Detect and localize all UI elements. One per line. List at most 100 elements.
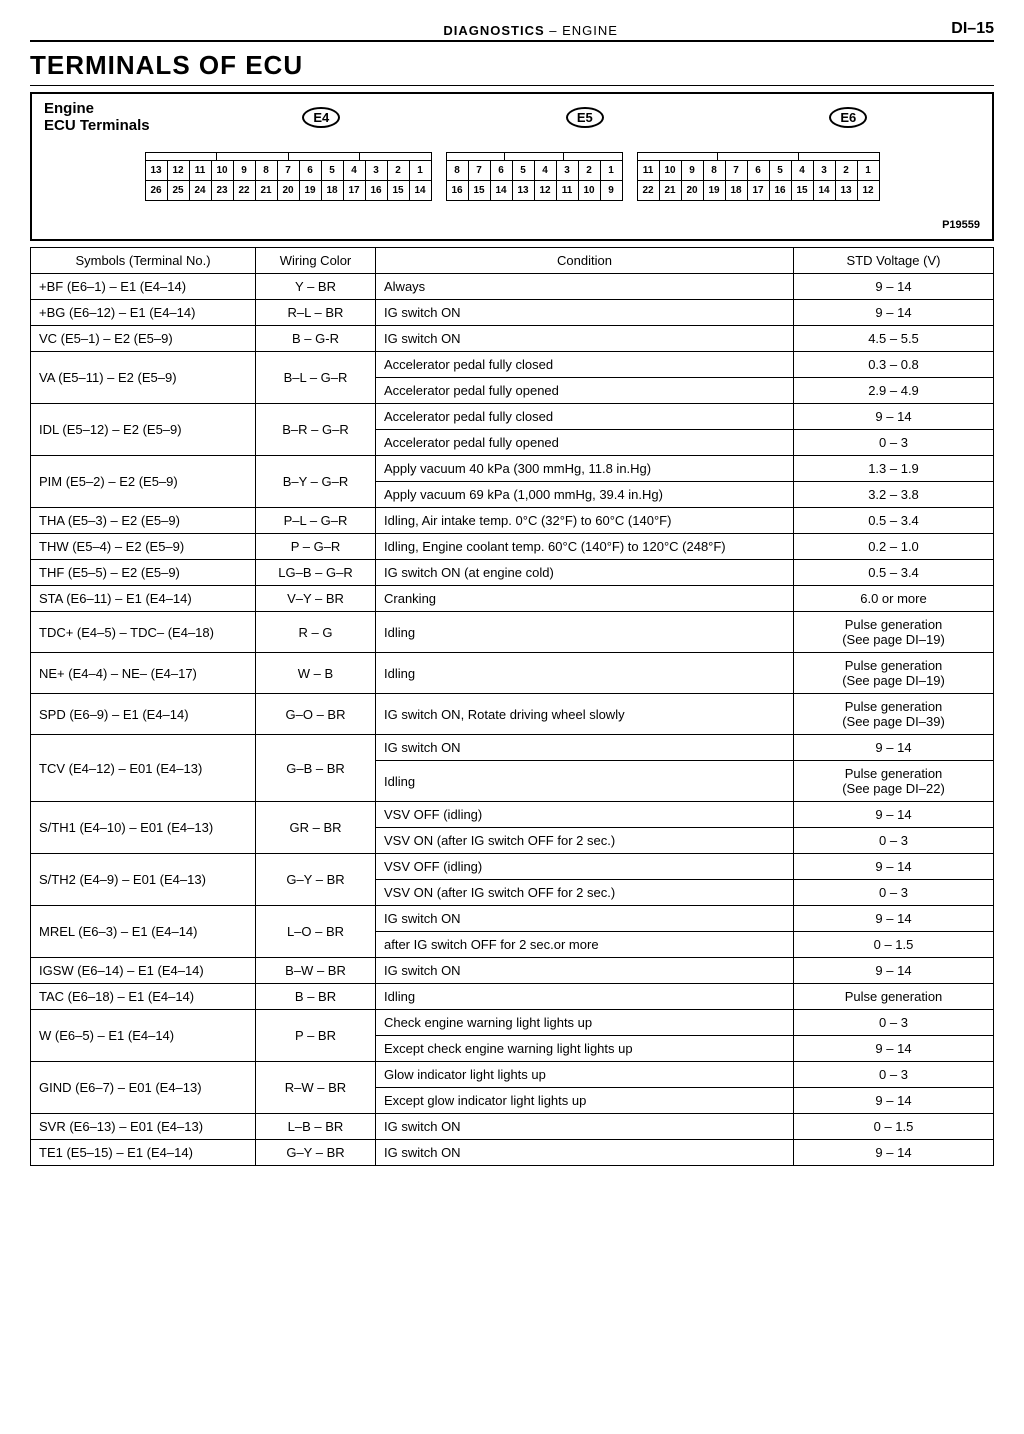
pin-cell: 13 [145, 161, 167, 181]
cell-voltage: 2.9 – 4.9 [794, 378, 994, 404]
cell-wiring: B–Y – G–R [256, 456, 376, 508]
pin-cell: 2 [578, 161, 600, 181]
pin-cell: 14 [490, 181, 512, 201]
diagram-footer: P19559 [44, 219, 980, 231]
pin-cell: 22 [233, 181, 255, 201]
cell-wiring: P – G–R [256, 534, 376, 560]
connector-e6: 11109876543212221201918171615141312 [637, 152, 880, 201]
th-condition: Condition [376, 248, 794, 274]
pin-cell: 17 [747, 181, 769, 201]
cell-condition: IG switch ON [376, 735, 794, 761]
cell-wiring: L–B – BR [256, 1114, 376, 1140]
pin-cell: 2 [387, 161, 409, 181]
pin-cell: 7 [468, 161, 490, 181]
pin-cell: 9 [233, 161, 255, 181]
cell-symbol: TE1 (E5–15) – E1 (E4–14) [31, 1140, 256, 1166]
cell-wiring: V–Y – BR [256, 586, 376, 612]
cell-condition: Check engine warning light lights up [376, 1010, 794, 1036]
cell-symbol: SPD (E6–9) – E1 (E4–14) [31, 694, 256, 735]
connector-pill-e6: E6 [829, 107, 867, 128]
cell-voltage: Pulse generation (See page DI–39) [794, 694, 994, 735]
cell-condition: Idling [376, 653, 794, 694]
pin-cell: 14 [813, 181, 835, 201]
page-number: DI–15 [951, 20, 994, 38]
pin-cell: 4 [791, 161, 813, 181]
cell-symbol: NE+ (E4–4) – NE– (E4–17) [31, 653, 256, 694]
cell-voltage: 0 – 3 [794, 1010, 994, 1036]
pin-cell: 14 [409, 181, 431, 201]
cell-symbol: THW (E5–4) – E2 (E5–9) [31, 534, 256, 560]
pin-cell: 20 [681, 181, 703, 201]
pin-cell: 11 [189, 161, 211, 181]
pin-cell: 3 [365, 161, 387, 181]
cell-symbol: +BG (E6–12) – E1 (E4–14) [31, 300, 256, 326]
cell-condition: after IG switch OFF for 2 sec.or more [376, 932, 794, 958]
pin-cell: 6 [299, 161, 321, 181]
pin-cell: 8 [446, 161, 468, 181]
pin-cell: 19 [703, 181, 725, 201]
cell-voltage: 9 – 14 [794, 1036, 994, 1062]
cell-wiring: P–L – G–R [256, 508, 376, 534]
cell-symbol: VC (E5–1) – E2 (E5–9) [31, 326, 256, 352]
header-rest: – ENGINE [549, 23, 618, 38]
cell-condition: Apply vacuum 40 kPa (300 mmHg, 11.8 in.H… [376, 456, 794, 482]
cell-voltage: 9 – 14 [794, 1088, 994, 1114]
cell-wiring: R – G [256, 612, 376, 653]
cell-voltage: Pulse generation [794, 984, 994, 1010]
cell-wiring: GR – BR [256, 802, 376, 854]
table-row: TE1 (E5–15) – E1 (E4–14)G–Y – BRIG switc… [31, 1140, 994, 1166]
cell-voltage: 0 – 3 [794, 430, 994, 456]
pin-cell: 12 [167, 161, 189, 181]
cell-condition: IG switch ON [376, 300, 794, 326]
table-row: MREL (E6–3) – E1 (E4–14)L–O – BRIG switc… [31, 906, 994, 932]
pin-cell: 11 [556, 181, 578, 201]
cell-condition: Idling, Engine coolant temp. 60°C (140°F… [376, 534, 794, 560]
cell-condition: Glow indicator light lights up [376, 1062, 794, 1088]
cell-symbol: TAC (E6–18) – E1 (E4–14) [31, 984, 256, 1010]
cell-symbol: PIM (E5–2) – E2 (E5–9) [31, 456, 256, 508]
cell-voltage: 0.3 – 0.8 [794, 352, 994, 378]
cell-condition: Cranking [376, 586, 794, 612]
table-row: S/TH2 (E4–9) – E01 (E4–13)G–Y – BRVSV OF… [31, 854, 994, 880]
th-voltage: STD Voltage (V) [794, 248, 994, 274]
cell-wiring: B – BR [256, 984, 376, 1010]
cell-voltage: 9 – 14 [794, 958, 994, 984]
cell-voltage: 3.2 – 3.8 [794, 482, 994, 508]
cell-voltage: 9 – 14 [794, 906, 994, 932]
cell-symbol: THF (E5–5) – E2 (E5–9) [31, 560, 256, 586]
cell-voltage: 0.5 – 3.4 [794, 508, 994, 534]
cell-voltage: 0 – 3 [794, 880, 994, 906]
pin-cell: 8 [255, 161, 277, 181]
pin-cell: 5 [769, 161, 791, 181]
pin-cell: 20 [277, 181, 299, 201]
pin-cell: 6 [747, 161, 769, 181]
cell-voltage: 1.3 – 1.9 [794, 456, 994, 482]
ecu-terminals-table: Symbols (Terminal No.) Wiring Color Cond… [30, 247, 994, 1166]
engine-label-2: ECU Terminals [44, 117, 150, 134]
cell-voltage: 9 – 14 [794, 802, 994, 828]
cell-symbol: TDC+ (E4–5) – TDC– (E4–18) [31, 612, 256, 653]
pin-cell: 9 [681, 161, 703, 181]
table-row: +BF (E6–1) – E1 (E4–14)Y – BRAlways9 – 1… [31, 274, 994, 300]
pin-cell: 8 [703, 161, 725, 181]
page-header: DIAGNOSTICS – ENGINE DI–15 [30, 20, 994, 42]
cell-wiring: L–O – BR [256, 906, 376, 958]
pin-cell: 1 [600, 161, 622, 181]
pin-cell: 21 [659, 181, 681, 201]
cell-wiring: W – B [256, 653, 376, 694]
th-symbols: Symbols (Terminal No.) [31, 248, 256, 274]
cell-condition: Always [376, 274, 794, 300]
cell-wiring: B–L – G–R [256, 352, 376, 404]
cell-wiring: P – BR [256, 1010, 376, 1062]
table-row: TCV (E4–12) – E01 (E4–13)G–B – BRIG swit… [31, 735, 994, 761]
cell-symbol: SVR (E6–13) – E01 (E4–13) [31, 1114, 256, 1140]
cell-wiring: B–W – BR [256, 958, 376, 984]
pin-cell: 6 [490, 161, 512, 181]
pin-cell: 16 [446, 181, 468, 201]
pin-cell: 23 [211, 181, 233, 201]
cell-condition: VSV OFF (idling) [376, 802, 794, 828]
pin-cell: 4 [343, 161, 365, 181]
cell-condition: IG switch ON [376, 1140, 794, 1166]
cell-symbol: THA (E5–3) – E2 (E5–9) [31, 508, 256, 534]
engine-label-1: Engine [44, 100, 150, 117]
